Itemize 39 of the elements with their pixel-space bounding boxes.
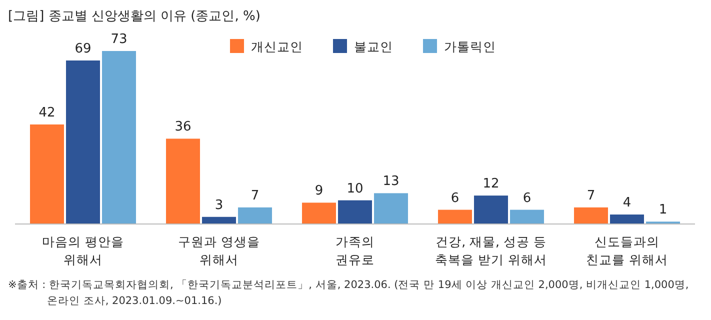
- bar: [302, 202, 336, 224]
- x-tick-label: 가족의 권유로: [336, 234, 374, 267]
- data-label: 3: [214, 198, 224, 213]
- bar: [202, 216, 236, 224]
- x-tick-label: 신도들과의 친교를 위해서: [586, 234, 668, 267]
- legend-label: 가톨릭인: [444, 39, 496, 54]
- bar: [102, 51, 136, 224]
- data-label: 7: [250, 188, 260, 204]
- data-label: 73: [110, 32, 128, 47]
- bar: [438, 210, 472, 224]
- data-label: 69: [74, 41, 92, 56]
- data-label: 6: [522, 190, 532, 206]
- data-label: 12: [482, 176, 500, 192]
- bar: [510, 210, 544, 224]
- chart-title: [그림] 종교별 신앙생활의 이유 (종교인, %): [8, 9, 260, 24]
- x-tick-label: 구원과 영생을 위해서: [178, 234, 260, 267]
- bar: [338, 200, 372, 224]
- bar: [166, 138, 200, 224]
- data-label: 36: [174, 120, 192, 135]
- bar: [66, 60, 100, 224]
- x-tick-label: 마음의 평안을 위해서: [42, 234, 124, 267]
- bar: [610, 214, 644, 224]
- data-label: 42: [38, 105, 56, 120]
- data-label: 1: [658, 202, 668, 218]
- data-label: 6: [450, 190, 460, 206]
- bar: [474, 196, 508, 224]
- data-label: 9: [314, 184, 324, 199]
- data-label: 10: [346, 181, 364, 196]
- bar: [374, 193, 408, 224]
- x-tick-label: 건강, 재물, 성공 등 축복을 받기 위해서: [435, 234, 547, 267]
- bar: [574, 207, 608, 224]
- legend-label: 불교인: [354, 39, 393, 54]
- legend-label: 개신교인: [251, 39, 303, 54]
- bar: [238, 207, 272, 224]
- text: ※출처 : 한국기독교목회자협의회, 「한국기독교분석리포트」, 서울, 2023.06. (전국 만 19세 이상 개신교인 2,000명, 비개신교인 1,000명, 온라인 조사, 2023.01.09.~01.16.): [8, 279, 689, 307]
- bar: [30, 124, 64, 224]
- data-label: 13: [382, 174, 400, 190]
- data-label: 4: [622, 196, 632, 211]
- data-label: 7: [586, 188, 596, 204]
